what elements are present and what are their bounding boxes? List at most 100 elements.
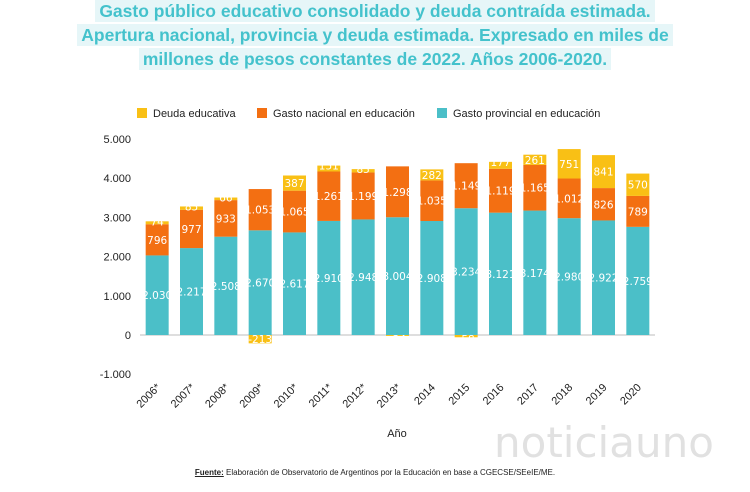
bar-deuda <box>523 154 547 165</box>
chart-title: Gasto público educativo consolidado y de… <box>0 0 750 72</box>
data-label-deuda: 74 <box>150 216 164 228</box>
data-label-nacional: 1.119 <box>485 186 515 198</box>
bar-nacional <box>351 172 375 220</box>
bar-deuda <box>317 165 341 172</box>
data-label-deuda: 85 <box>185 201 198 213</box>
x-tick-label: 2017 <box>515 382 541 408</box>
data-label-nacional: 1.053 <box>245 205 275 217</box>
data-label-deuda: 387 <box>284 178 304 190</box>
bar-deuda <box>145 221 169 225</box>
y-tick-label: 3.000 <box>103 212 131 224</box>
bar-deuda <box>351 169 375 173</box>
legend-label: Deuda educativa <box>153 108 236 120</box>
data-label-nacional: 977 <box>181 224 201 236</box>
data-label-provincial: 2.217 <box>176 287 206 299</box>
data-label-provincial: 2.670 <box>245 278 275 290</box>
data-label-nacional: 1.149 <box>451 181 481 193</box>
legend-label: Gasto nacional en educación <box>273 108 415 120</box>
bar-nacional <box>557 178 581 219</box>
bar-nacional <box>592 188 615 221</box>
y-tick-label: -1.000 <box>100 369 131 381</box>
y-tick-label: 2.000 <box>103 252 131 264</box>
bar-deuda <box>454 335 478 338</box>
data-label-nacional: 1.065 <box>279 207 309 219</box>
data-label-provincial: 2.759 <box>623 276 653 288</box>
title-line-1: Gasto público educativo consolidado y de… <box>95 0 655 22</box>
bar-provincial <box>351 219 375 335</box>
bar-deuda <box>420 169 444 181</box>
bar-provincial <box>592 220 615 335</box>
bar-nacional <box>180 209 203 249</box>
bar-provincial <box>454 208 478 335</box>
bar-provincial <box>248 230 272 335</box>
x-tick-label: 2008* <box>203 381 232 410</box>
data-label-deuda: -24 <box>389 334 406 346</box>
bar-provincial <box>283 232 306 335</box>
bar-deuda <box>386 335 409 336</box>
data-label-deuda: -213 <box>248 334 272 346</box>
bar-deuda <box>283 175 306 191</box>
x-tick-label: 2018 <box>549 382 575 408</box>
bar-nacional <box>283 190 306 233</box>
bar-nacional <box>489 168 512 213</box>
data-label-nacional: 1.035 <box>417 196 447 208</box>
bar-provincial <box>626 226 650 335</box>
data-label-deuda: 751 <box>559 159 579 171</box>
legend-label: Gasto provincial en educación <box>453 108 600 120</box>
data-label-nacional: 1.199 <box>348 191 378 203</box>
bar-nacional <box>248 189 272 231</box>
data-label-deuda: -58 <box>458 334 475 346</box>
title-line-3: millones de pesos constantes de 2022. Añ… <box>138 48 612 70</box>
bar-provincial <box>145 255 169 335</box>
bar-provincial <box>317 220 341 335</box>
x-tick-label: 2019 <box>584 382 610 408</box>
data-label-provincial: 2.617 <box>279 279 309 291</box>
data-label-nacional: 789 <box>628 206 648 218</box>
x-axis-title: Año <box>387 428 407 440</box>
data-label-deuda: 66 <box>219 193 233 205</box>
x-tick-label: 2013* <box>375 381 404 410</box>
data-label-nacional: 1.298 <box>382 187 412 199</box>
y-tick-label: 4.000 <box>103 173 131 185</box>
data-label-nacional: 1.261 <box>314 191 344 203</box>
data-label-deuda: 85 <box>356 164 369 176</box>
x-tick-label: 2006* <box>134 381 163 410</box>
bar-nacional <box>145 224 169 256</box>
data-label-provincial: 3.121 <box>485 269 515 281</box>
data-label-deuda: 570 <box>628 180 648 192</box>
bar-nacional <box>626 195 650 227</box>
bar-provincial <box>523 210 547 335</box>
y-tick-label: 0 <box>125 330 131 342</box>
data-label-nacional: 933 <box>216 213 236 225</box>
watermark-text: noticiauno <box>494 418 714 467</box>
bar-provincial <box>214 236 238 335</box>
data-label-deuda: 177 <box>490 157 510 169</box>
bar-deuda <box>180 206 203 210</box>
bar-nacional <box>420 180 444 222</box>
x-tick-label: 2015 <box>446 382 472 408</box>
x-tick-label: 2012* <box>340 381 369 410</box>
data-label-provincial: 2.910 <box>314 273 344 285</box>
data-label-provincial: 2.908 <box>417 273 447 285</box>
bar-provincial <box>386 217 409 335</box>
data-label-nacional: 1.012 <box>554 193 584 205</box>
data-label-deuda: 151 <box>319 161 339 173</box>
bar-nacional <box>317 171 341 221</box>
data-label-nacional: 796 <box>147 235 167 247</box>
title-line-2: Apertura nacional, provincia y deuda est… <box>77 24 673 46</box>
data-label-provincial: 3.234 <box>451 267 481 279</box>
bar-provincial <box>489 212 512 335</box>
legend-swatch <box>137 108 147 118</box>
bar-provincial <box>557 218 581 335</box>
x-tick-label: 2007* <box>169 381 198 410</box>
data-label-nacional: 826 <box>593 199 613 211</box>
data-label-provincial: 2.030 <box>142 290 172 302</box>
bar-provincial <box>420 221 444 335</box>
bar-deuda <box>248 335 272 344</box>
x-tick-label: 2010* <box>272 381 301 410</box>
bar-deuda <box>489 161 512 169</box>
y-tick-label: 5.000 <box>103 134 131 146</box>
x-tick-label: 2009* <box>237 381 266 410</box>
data-label-provincial: 2.508 <box>211 281 241 293</box>
